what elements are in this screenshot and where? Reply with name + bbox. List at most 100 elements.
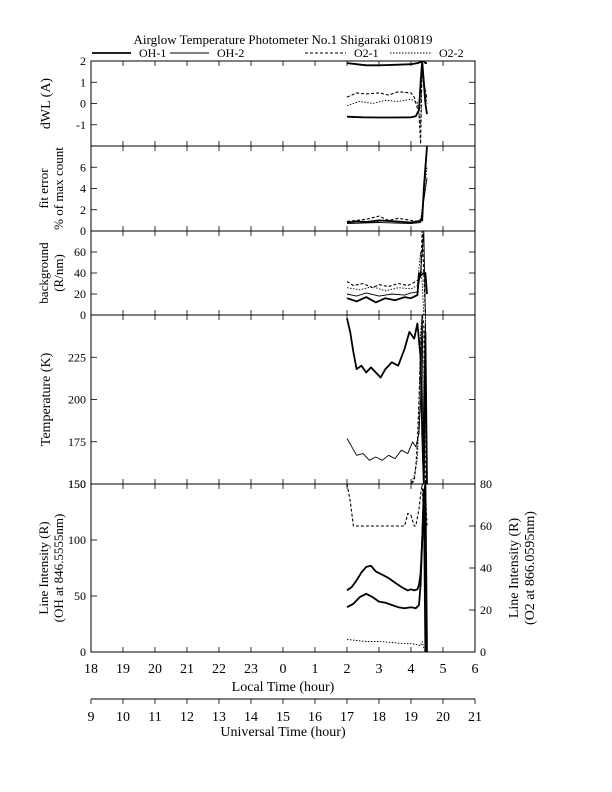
y-axis-label-right: (O2 at 866.0595nm)	[523, 511, 538, 625]
series-line-oh-1	[346, 61, 428, 119]
y-tick-label-right: 40	[480, 561, 492, 575]
local-tick-label: 2	[344, 662, 351, 677]
panel-frame-intensity	[90, 483, 476, 653]
y-tick-label: 0	[80, 308, 86, 322]
y-axis-label: Temperature (K)	[39, 352, 54, 446]
local-tick-label: 1	[312, 662, 319, 677]
y-tick-label: 0	[80, 224, 86, 238]
ut-tick-label: 13	[212, 710, 226, 725]
local-tick-label: 19	[116, 662, 130, 677]
local-tick-label: 20	[148, 662, 162, 677]
series-line-o2-1	[346, 151, 428, 222]
series-line-oh-2	[346, 177, 428, 225]
local-tick-label: 3	[376, 662, 383, 677]
series-line-oh-2	[346, 231, 426, 315]
series-line-o2-1	[346, 61, 428, 145]
local-tick-label: 18	[84, 662, 98, 677]
series-line-oh-1	[346, 146, 428, 224]
local-axis-label: Local Time (hour)	[232, 680, 335, 695]
ut-tick-label: 12	[180, 710, 194, 725]
series-line-o2-1	[346, 484, 428, 527]
ut-axis-label: Universal Time (hour)	[220, 725, 346, 740]
y-tick-label: 225	[68, 350, 86, 364]
panel-dwl: -1 0 1 2 dWL (A)	[39, 54, 476, 147]
y-tick-label: 40	[74, 266, 86, 280]
y-tick-label-right: 60	[480, 519, 492, 533]
series-line-o2-2	[346, 167, 428, 225]
local-tick-label: 23	[244, 662, 258, 677]
local-tick-label: 6	[472, 662, 479, 677]
y-tick-label: 2	[80, 54, 86, 68]
y-tick-label: 60	[74, 245, 86, 259]
legend-label-oh-2: OH-2	[217, 46, 244, 60]
y-tick-label-right: 80	[480, 477, 492, 491]
series-line-o2-2	[347, 315, 428, 484]
legend-label-oh-1: OH-1	[139, 46, 166, 60]
series-line-o2-1	[346, 231, 426, 315]
series-line-oh-1	[346, 484, 428, 652]
y-tick-label: 1	[80, 75, 86, 89]
ut-tick-label: 17	[340, 710, 354, 725]
series-line-o2-2	[346, 61, 428, 126]
y-tick-label: 0	[80, 97, 86, 111]
y-axis-label: fit error	[36, 168, 51, 209]
ut-tick-label: 16	[308, 710, 322, 725]
ut-tick-label: 15	[276, 710, 290, 725]
y-axis-label: (R/nm)	[51, 254, 66, 292]
ut-tick-label: 18	[372, 710, 386, 725]
panel-frame-background	[90, 230, 476, 316]
ut-tick-label: 21	[468, 710, 482, 725]
ut-tick-label: 14	[244, 710, 258, 725]
panel-temperature: 150 175 200 225 Temperature (K)	[39, 314, 476, 491]
y-tick-label: 100	[68, 533, 86, 547]
bottom-axes: 18 19 20 21 22 23 0 1 2 3 4 5 69 10 11 12 13 14 15 16 17 18 19…	[84, 662, 482, 725]
chart-title: Airglow Temperature Photometer No.1 Shig…	[134, 32, 433, 47]
y-axis-label: Line Intensity (R)	[36, 521, 51, 614]
y-tick-label: -1	[76, 118, 86, 132]
y-axis-label: (OH at 846.5555nm)	[51, 514, 66, 623]
series-line-oh-2	[346, 315, 428, 484]
panel-fit_error: 0 2 4 6 fit error% of max count	[36, 145, 476, 238]
panel-background: 0 20 40 60 background (R/nm)	[36, 230, 476, 322]
series-line-o2-2	[346, 251, 425, 315]
y-tick-label: 175	[68, 435, 86, 449]
ut-tick-label: 11	[148, 710, 161, 725]
local-tick-label: 0	[280, 662, 287, 677]
ut-tick-label: 9	[88, 710, 95, 725]
y-axis-label: % of max count	[51, 147, 66, 230]
y-tick-label: 150	[68, 477, 86, 491]
y-axis-label: background	[36, 242, 51, 304]
y-tick-label: 20	[74, 287, 86, 301]
legend: OH-1 OH-2 O2-1 O2-2	[92, 46, 464, 60]
ut-tick-label: 10	[116, 710, 130, 725]
y-tick-label: 50	[74, 589, 86, 603]
y-tick-label: 150	[68, 477, 86, 491]
ut-tick-label: 20	[436, 710, 450, 725]
ut-tick-label: 19	[404, 710, 418, 725]
series-line-o2-2	[346, 638, 426, 652]
y-axis-label: dWL (A)	[39, 78, 54, 130]
y-tick-label: 200	[68, 393, 86, 407]
y-tick-label: 6	[80, 160, 86, 174]
series-line-oh-1	[346, 61, 427, 67]
local-tick-label: 5	[440, 662, 447, 677]
local-tick-label: 22	[212, 662, 226, 677]
y-axis-label-right: Line Intensity (R)	[507, 518, 522, 619]
y-tick-label: 4	[80, 182, 86, 196]
y-tick-label-right: 0	[480, 645, 486, 659]
legend-label-o2-1: O2-1	[354, 46, 379, 60]
series-line-oh-1	[346, 272, 428, 304]
y-tick-label: 2	[80, 203, 86, 217]
series-line-oh-1	[346, 318, 428, 484]
y-tick-label: 0	[80, 645, 86, 659]
series-line-o2-1	[347, 315, 428, 484]
local-tick-label: 4	[408, 662, 415, 677]
series-line-oh-1	[346, 488, 427, 652]
legend-label-o2-2: O2-2	[439, 46, 464, 60]
panel-frame-dwl	[90, 60, 476, 147]
local-tick-label: 21	[180, 662, 194, 677]
y-tick-label-right: 20	[480, 603, 492, 617]
